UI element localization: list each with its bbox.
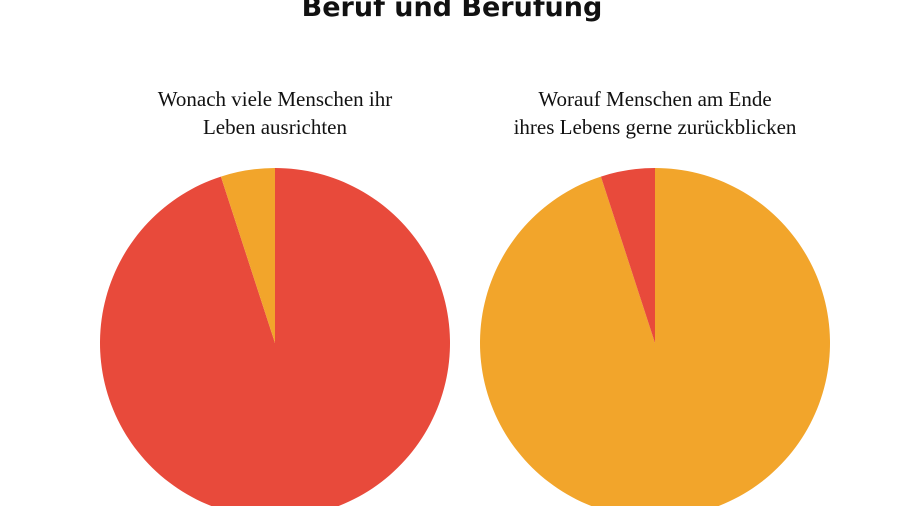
page-title: Beruf und Berufung: [302, 0, 603, 23]
chart-title: Wonach viele Menschen ihr: [158, 87, 392, 111]
chart-title: Leben ausrichten: [203, 115, 348, 139]
pie-slice: [479, 168, 830, 506]
pie-slice: [99, 168, 450, 506]
pie-slice: [220, 168, 275, 343]
chart-title: ihres Lebens gerne zurückblicken: [514, 115, 797, 139]
chart-title: Worauf Menschen am Ende: [538, 87, 771, 111]
pie-slice: [600, 168, 655, 343]
